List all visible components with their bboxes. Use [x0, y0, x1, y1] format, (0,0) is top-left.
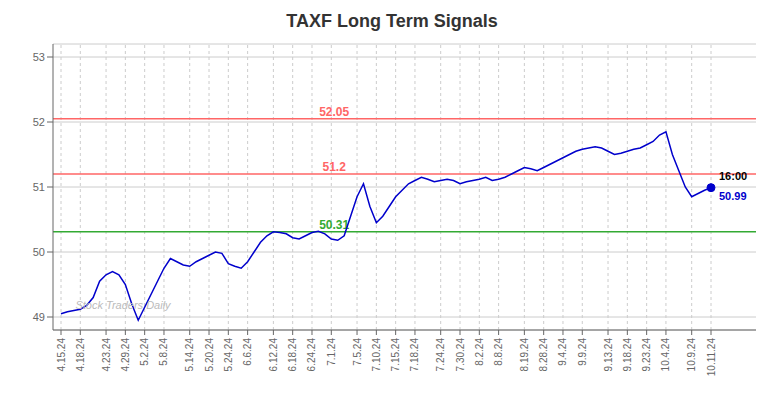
svg-text:7.18.24: 7.18.24: [409, 338, 420, 372]
svg-text:8.19.24: 8.19.24: [519, 338, 530, 372]
svg-text:7.24.24: 7.24.24: [435, 338, 446, 372]
svg-text:4.15.24: 4.15.24: [56, 338, 67, 372]
svg-text:5.8.24: 5.8.24: [158, 338, 169, 366]
svg-text:49: 49: [33, 311, 45, 323]
svg-text:6.6.24: 6.6.24: [242, 338, 253, 366]
svg-text:6.24.24: 6.24.24: [306, 338, 317, 372]
svg-text:10.4.24: 10.4.24: [660, 338, 671, 372]
svg-text:Stock Traders Daily: Stock Traders Daily: [75, 299, 172, 311]
svg-text:50: 50: [33, 246, 45, 258]
svg-text:10.9.24: 10.9.24: [686, 338, 697, 372]
svg-text:7.10.24: 7.10.24: [371, 338, 382, 372]
svg-text:51.2: 51.2: [323, 160, 347, 174]
svg-text:53: 53: [33, 51, 45, 63]
svg-text:8.8.24: 8.8.24: [493, 338, 504, 366]
svg-text:5.24.24: 5.24.24: [223, 338, 234, 372]
svg-text:7.30.24: 7.30.24: [455, 338, 466, 372]
svg-text:5.14.24: 5.14.24: [184, 338, 195, 372]
svg-text:9.4.24: 9.4.24: [557, 338, 568, 366]
svg-text:8.2.24: 8.2.24: [474, 338, 485, 366]
svg-text:52: 52: [33, 116, 45, 128]
svg-text:16:00: 16:00: [719, 170, 747, 182]
svg-text:4.23.24: 4.23.24: [101, 338, 112, 372]
svg-text:8.28.24: 8.28.24: [538, 338, 549, 372]
svg-text:9.23.24: 9.23.24: [641, 338, 652, 372]
svg-text:9.13.24: 9.13.24: [603, 338, 614, 372]
svg-text:4.18.24: 4.18.24: [75, 338, 86, 372]
svg-text:7.15.24: 7.15.24: [390, 338, 401, 372]
svg-text:50.31: 50.31: [319, 218, 349, 232]
html-text:TAXF Long Term Signals: TAXF Long Term Signals: [286, 11, 498, 31]
svg-text:52.05: 52.05: [319, 105, 349, 119]
svg-text:6.12.24: 6.12.24: [268, 338, 279, 372]
svg-text:7.5.24: 7.5.24: [352, 338, 363, 366]
svg-text:50.99: 50.99: [719, 190, 747, 202]
svg-text:5.20.24: 5.20.24: [204, 338, 215, 372]
svg-text:5.2.24: 5.2.24: [139, 338, 150, 366]
svg-text:51: 51: [33, 181, 45, 193]
svg-text:7.1.24: 7.1.24: [326, 338, 337, 366]
svg-text:9.18.24: 9.18.24: [622, 338, 633, 372]
svg-text:10.11.24: 10.11.24: [706, 338, 717, 377]
svg-text:6.18.24: 6.18.24: [287, 338, 298, 372]
svg-text:9.9.24: 9.9.24: [577, 338, 588, 366]
svg-text:4.29.24: 4.29.24: [120, 338, 131, 372]
